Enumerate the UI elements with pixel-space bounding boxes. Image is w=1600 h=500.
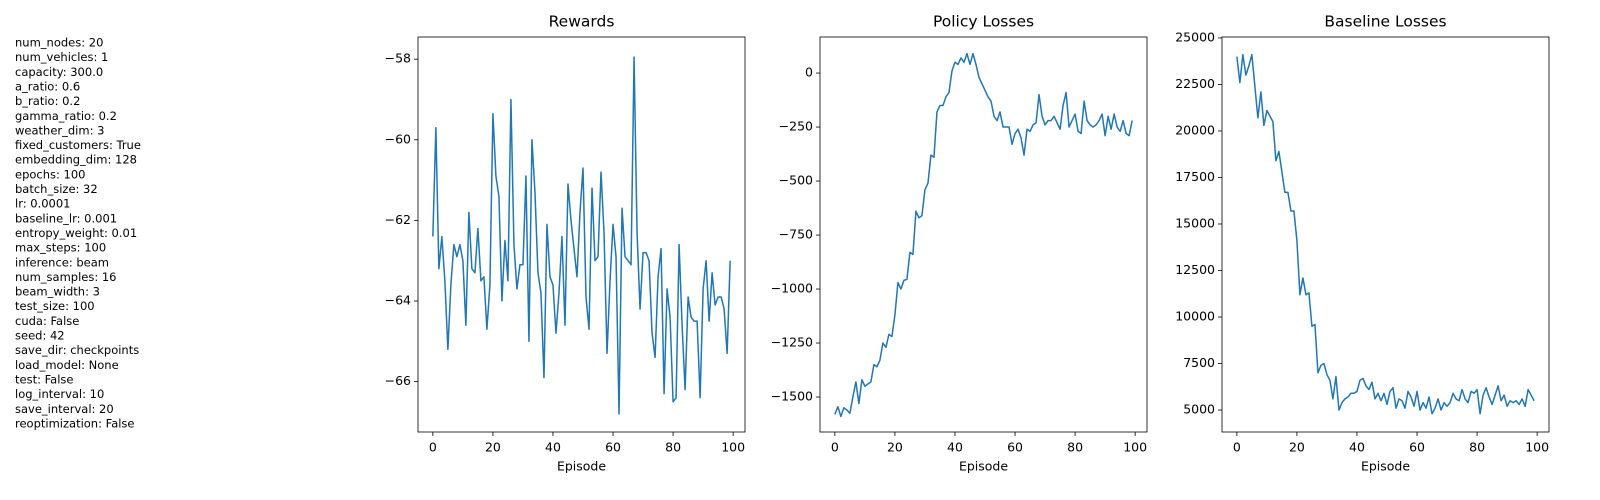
y-tick-label: 15000	[1175, 215, 1215, 230]
y-tick-label: −500	[779, 173, 813, 188]
parameter-line: b_ratio: 0.2	[15, 94, 80, 108]
parameter-line: log_interval: 10	[15, 387, 104, 401]
x-tick-label: 0	[1233, 440, 1241, 455]
y-tick-label: 22500	[1175, 76, 1215, 91]
parameter-line: save_dir: checkpoints	[15, 343, 139, 357]
x-tick-label: 20	[1289, 440, 1305, 455]
parameter-line: batch_size: 32	[15, 182, 98, 196]
chart-title: Baseline Losses	[1324, 13, 1446, 31]
x-tick-label: 60	[1007, 440, 1023, 455]
x-axis-label: Episode	[1361, 459, 1410, 474]
x-tick-label: 0	[831, 440, 839, 455]
y-tick-label: −750	[779, 227, 813, 242]
y-tick-label: −250	[779, 119, 813, 134]
y-tick-label: 17500	[1175, 169, 1215, 184]
y-tick-label: −64	[385, 293, 411, 308]
parameter-line: embedding_dim: 128	[15, 153, 137, 167]
parameter-line: baseline_lr: 0.001	[15, 211, 117, 225]
x-tick-label: 80	[1067, 440, 1083, 455]
parameter-line: a_ratio: 0.6	[15, 79, 80, 93]
x-tick-label: 0	[429, 440, 437, 455]
parameter-line: beam_width: 3	[15, 285, 100, 299]
axes-frame	[417, 36, 746, 433]
x-tick-label: 100	[1123, 440, 1147, 455]
parameter-line: epochs: 100	[15, 167, 86, 181]
parameter-line: save_interval: 20	[15, 402, 114, 416]
chart-title: Rewards	[549, 13, 615, 31]
x-tick-label: 40	[1349, 440, 1365, 455]
x-tick-label: 60	[605, 440, 621, 455]
x-tick-label: 40	[545, 440, 561, 455]
data-line	[834, 52, 1133, 418]
parameter-line: test_size: 100	[15, 299, 95, 313]
parameter-line: num_samples: 16	[15, 270, 117, 284]
parameter-line: cuda: False	[15, 314, 79, 328]
parameter-line: max_steps: 100	[15, 241, 106, 255]
parameter-line: inference: beam	[15, 255, 109, 269]
y-tick-label: −60	[385, 131, 411, 146]
parameter-line: capacity: 300.0	[15, 65, 103, 79]
x-tick-label: 100	[721, 440, 745, 455]
y-tick-label: −66	[385, 373, 411, 388]
y-tick-label: 12500	[1175, 262, 1215, 277]
parameter-line: weather_dim: 3	[15, 123, 104, 137]
y-tick-label: −62	[385, 212, 411, 227]
parameter-line: entropy_weight: 0.01	[15, 226, 137, 240]
y-tick-label: 5000	[1183, 402, 1215, 417]
x-tick-label: 40	[947, 440, 963, 455]
y-tick-label: −1250	[771, 335, 813, 350]
parameter-line: num_vehicles: 1	[15, 50, 108, 64]
parameter-line: num_nodes: 20	[15, 36, 103, 50]
x-tick-label: 60	[1409, 440, 1425, 455]
parameter-line: test: False	[15, 372, 73, 386]
x-tick-label: 100	[1525, 440, 1549, 455]
data-line	[1236, 53, 1535, 415]
y-tick-label: −1500	[771, 389, 813, 404]
x-tick-label: 80	[1469, 440, 1485, 455]
x-tick-label: 20	[887, 440, 903, 455]
y-tick-label: 7500	[1183, 355, 1215, 370]
parameter-line: fixed_customers: True	[15, 138, 141, 152]
parameter-line: lr: 0.0001	[15, 197, 71, 211]
parameter-line: seed: 42	[15, 329, 65, 343]
axes-frame	[1221, 36, 1550, 433]
axes-frame	[819, 36, 1148, 433]
x-axis-label: Episode	[959, 459, 1008, 474]
y-tick-label: 0	[805, 65, 813, 80]
parameter-line: reoptimization: False	[15, 416, 135, 430]
parameter-line: gamma_ratio: 0.2	[15, 109, 117, 123]
y-tick-label: −1000	[771, 281, 813, 296]
y-tick-label: 10000	[1175, 309, 1215, 324]
y-tick-label: −58	[385, 51, 411, 66]
y-tick-label: 20000	[1175, 122, 1215, 137]
x-axis-label: Episode	[557, 459, 606, 474]
x-tick-label: 20	[485, 440, 501, 455]
x-tick-label: 80	[665, 440, 681, 455]
y-tick-label: 25000	[1175, 29, 1215, 44]
data-line	[432, 56, 731, 415]
parameter-line: load_model: None	[15, 358, 119, 372]
chart-title: Policy Losses	[933, 13, 1034, 31]
